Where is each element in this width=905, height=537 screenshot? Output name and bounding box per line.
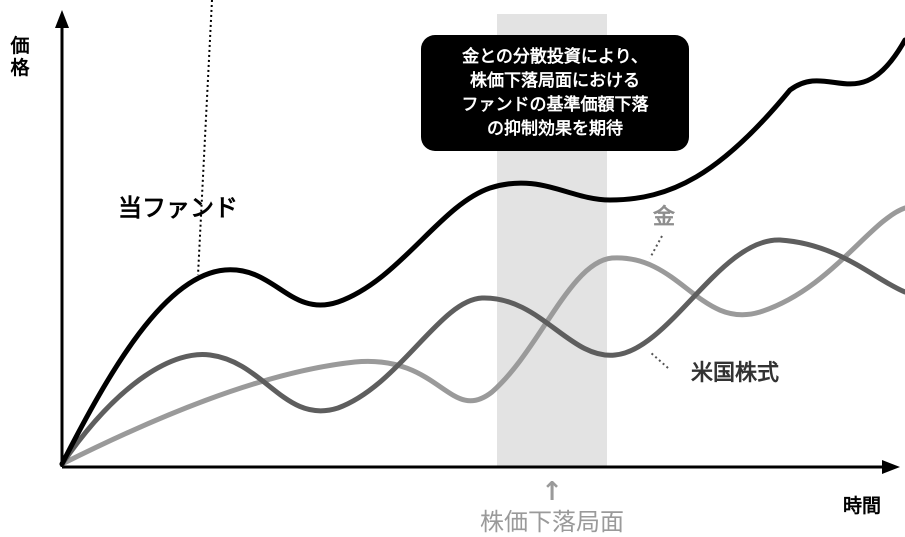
series-us-stocks-line: [62, 240, 905, 464]
us-stocks-leader-line: [650, 352, 668, 368]
series-label-gold: 金: [652, 204, 676, 230]
y-axis-arrow: [55, 10, 69, 28]
series-label-fund: 当ファンド: [118, 194, 238, 222]
fund-leader-line: [198, 0, 212, 275]
highlight-label: 株価下落局面: [480, 508, 624, 536]
y-axis-label-char-2: 格: [10, 56, 30, 79]
callout-line-4: の抑制効果を期待: [487, 118, 623, 139]
series-gold-line: [62, 208, 905, 464]
y-axis-label-char-1: 価: [9, 35, 29, 57]
callout-line-2: 株価下落局面における: [470, 70, 640, 91]
x-axis-label: 時間: [843, 495, 881, 517]
gold-leader-line: [650, 236, 662, 258]
callout-line-3: ファンドの基準価額下落: [462, 94, 650, 115]
highlight-arrow: ↑: [541, 477, 563, 507]
callout-line-1: 金との分散投資により、: [461, 46, 648, 67]
series-label-us-stocks: 米国株式: [691, 361, 779, 386]
x-axis-arrow: [882, 460, 900, 474]
